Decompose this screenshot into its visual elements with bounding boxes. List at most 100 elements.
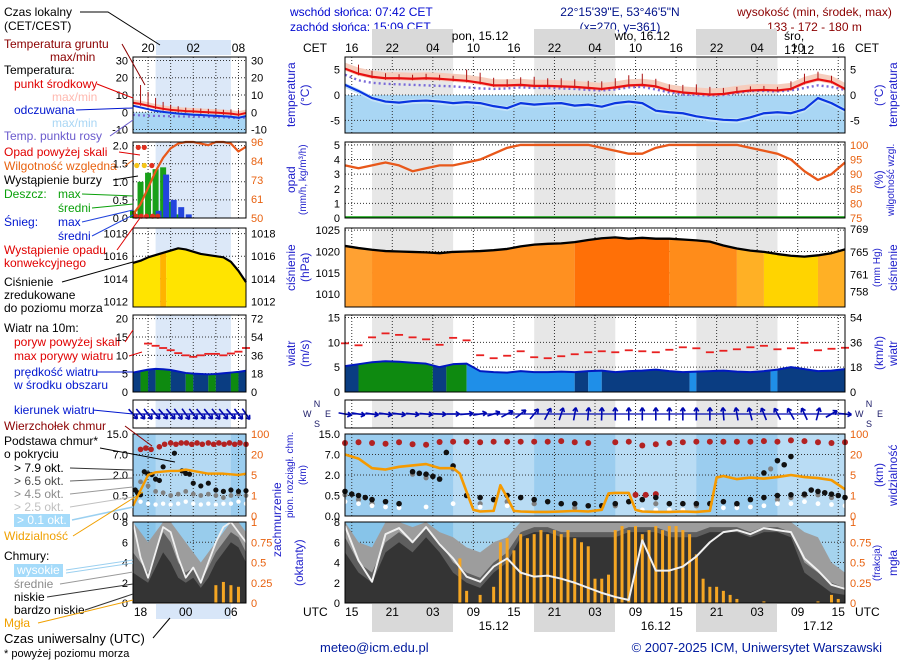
clouds-label: Chmury: [4, 549, 50, 563]
rain-max-label: max [58, 187, 81, 201]
mini-precip-chart: 0.0 0.5 1.0 1.5 2.0 50 61 73 84 96 [113, 137, 264, 225]
axis-temp-unit-r: (°C) [872, 84, 886, 106]
svg-text:-10: -10 [251, 125, 267, 137]
axis-temp-unit: (°C) [298, 84, 312, 106]
compass-n: N [865, 399, 873, 409]
wind10m-label: Wiatr na 10m: [4, 321, 79, 335]
contact-email-link[interactable]: meteo@icm.edu.pl [320, 640, 429, 655]
clouds-mid-label: średnie [14, 577, 54, 591]
svg-text:50: 50 [251, 213, 263, 225]
pressure-label-1: Ciśnienie [4, 275, 54, 289]
utc-label-left: UTC [303, 605, 328, 619]
snow-avg-label: średni [58, 229, 91, 243]
svg-text:5: 5 [334, 65, 340, 77]
svg-text:3: 3 [334, 169, 340, 181]
compass-s: S [865, 419, 873, 429]
svg-text:0: 0 [334, 90, 340, 102]
svg-text:20: 20 [850, 450, 862, 462]
svg-text:0: 0 [122, 598, 128, 610]
compass-w: W [303, 409, 312, 419]
svg-text:2.0: 2.0 [113, 470, 128, 482]
svg-text:0: 0 [122, 387, 128, 399]
axis-wind-title-r: wiatr [886, 340, 900, 367]
pressure-label-3: do poziomu morza [4, 301, 103, 315]
svg-text:10: 10 [328, 337, 340, 349]
svg-text:18: 18 [251, 369, 263, 381]
svg-text:-10: -10 [112, 125, 128, 137]
axis-wind-unit: (m/s) [298, 339, 312, 368]
convective-precip-label-2: konwekcyjnego [4, 256, 87, 270]
svg-text:0.0: 0.0 [325, 511, 340, 523]
temperature-label: Temperatura: [4, 63, 75, 77]
svg-text:1016: 1016 [104, 251, 128, 263]
axis-temp-title-r: temperatura [886, 62, 900, 128]
day-band [372, 29, 453, 55]
svg-text:1016: 1016 [251, 251, 275, 263]
svg-text:84: 84 [251, 156, 263, 168]
axis-humidity-title: wilgotność wzgl. [886, 143, 897, 217]
okta-65-label: > 6.5 okt. [14, 474, 64, 488]
svg-text:2.0: 2.0 [113, 141, 128, 153]
wind-direction-chart [338, 399, 852, 429]
compass-w: W [855, 409, 864, 419]
svg-text:72: 72 [251, 314, 263, 326]
svg-text:1: 1 [251, 517, 257, 529]
axis-precip-title: opad [284, 166, 298, 194]
svg-text:0: 0 [850, 90, 856, 102]
svg-text:90: 90 [850, 169, 862, 181]
svg-text:5: 5 [850, 470, 856, 482]
svg-text:54: 54 [251, 332, 263, 344]
svg-text:20: 20 [251, 450, 263, 462]
storm-label: Wystąpienie burzy [4, 173, 102, 187]
svg-text:-5: -5 [330, 115, 340, 127]
svg-text:0: 0 [850, 387, 856, 399]
svg-text:1014: 1014 [251, 274, 275, 286]
axis-temp-title: temperatura [284, 62, 298, 128]
svg-text:1012: 1012 [251, 296, 275, 308]
svg-text:1.0: 1.0 [113, 177, 128, 189]
compass-s: S [313, 419, 321, 429]
compass-e: E [876, 409, 883, 419]
day-band [534, 604, 615, 632]
svg-text:4: 4 [334, 155, 340, 167]
feels-maxmin-label: max/min [52, 116, 98, 130]
svg-text:1.5: 1.5 [113, 159, 128, 171]
svg-text:15.0: 15.0 [107, 429, 128, 441]
cloud-cover-chart: 0 2 4 6 8 0 0.25 0.5 0.75 1 [334, 517, 872, 610]
svg-text:1012: 1012 [104, 296, 128, 308]
feels-like-label: odczuwana [14, 103, 75, 117]
svg-text:0.5: 0.5 [251, 558, 266, 570]
svg-text:8: 8 [334, 517, 340, 529]
axis-kmh-unit: (km/h) [872, 336, 886, 371]
ground-temp-sub: max/min [50, 50, 96, 64]
svg-text:54: 54 [850, 312, 862, 324]
svg-text:61: 61 [251, 194, 263, 206]
svg-text:1: 1 [850, 517, 856, 529]
svg-text:6: 6 [334, 537, 340, 549]
svg-text:7.0: 7.0 [113, 450, 128, 462]
mini-okta-chart: 0 2 4 6 8 0 0.25 0.5 0.75 1 [122, 517, 273, 610]
axis-pressure-title-r: ciśnienie [886, 244, 900, 291]
mini-wind-dir-chart [128, 399, 251, 429]
svg-text:10: 10 [251, 90, 263, 102]
svg-text:30: 30 [251, 55, 263, 67]
svg-text:1015: 1015 [316, 268, 340, 280]
temperature-chart: 5 0 -5 5 0 -5 [330, 56, 860, 134]
svg-text:5: 5 [122, 369, 128, 381]
svg-text:7.0: 7.0 [325, 450, 340, 462]
svg-text:75: 75 [850, 213, 862, 225]
svg-text:15.0: 15.0 [319, 429, 340, 441]
svg-text:0.5: 0.5 [113, 195, 128, 207]
day-band [372, 604, 453, 632]
local-time-sub: (CET/CEST) [4, 19, 72, 33]
svg-text:18: 18 [850, 362, 862, 374]
day-band [696, 29, 777, 55]
svg-text:20: 20 [116, 314, 128, 326]
svg-text:1020: 1020 [316, 246, 340, 258]
svg-text:0.5: 0.5 [325, 491, 340, 503]
svg-text:96: 96 [251, 137, 263, 149]
cloud-base-label-2: o pokryciu [4, 447, 59, 461]
compass-e: E [324, 409, 331, 419]
cet-label-left: CET [303, 41, 327, 55]
